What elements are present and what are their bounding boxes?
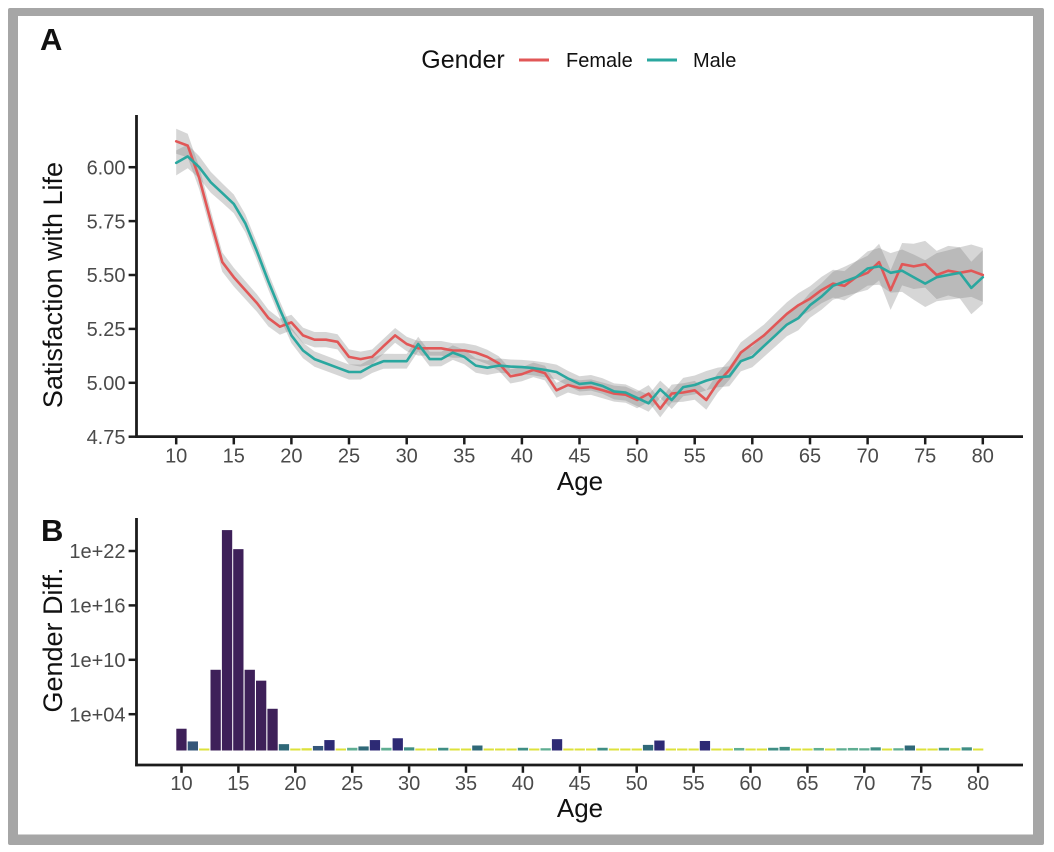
svg-text:5.25: 5.25 xyxy=(87,319,126,341)
svg-text:80: 80 xyxy=(967,773,989,795)
svg-text:75: 75 xyxy=(910,773,932,795)
svg-text:75: 75 xyxy=(914,446,936,468)
svg-text:70: 70 xyxy=(856,446,878,468)
svg-text:20: 20 xyxy=(284,773,306,795)
svg-text:5.00: 5.00 xyxy=(87,373,126,395)
svg-text:B: B xyxy=(41,513,63,548)
svg-text:25: 25 xyxy=(341,773,363,795)
svg-text:Gender: Gender xyxy=(421,46,504,74)
svg-text:1e+16: 1e+16 xyxy=(69,596,125,618)
svg-text:Male: Male xyxy=(693,50,736,72)
svg-text:6.00: 6.00 xyxy=(87,157,126,179)
svg-text:50: 50 xyxy=(626,446,648,468)
svg-text:60: 60 xyxy=(741,446,763,468)
svg-text:Gender Diff.: Gender Diff. xyxy=(38,567,68,712)
svg-text:1e+22: 1e+22 xyxy=(69,541,125,563)
svg-text:80: 80 xyxy=(972,446,994,468)
svg-text:1e+10: 1e+10 xyxy=(69,650,125,672)
svg-text:30: 30 xyxy=(396,446,418,468)
svg-text:35: 35 xyxy=(455,773,477,795)
svg-text:5.50: 5.50 xyxy=(87,265,126,287)
svg-text:A: A xyxy=(40,22,62,57)
svg-text:65: 65 xyxy=(799,446,821,468)
svg-text:20: 20 xyxy=(280,446,302,468)
svg-text:70: 70 xyxy=(853,773,875,795)
svg-text:55: 55 xyxy=(682,773,704,795)
svg-text:25: 25 xyxy=(338,446,360,468)
svg-text:1e+04: 1e+04 xyxy=(69,704,125,726)
svg-text:Age: Age xyxy=(557,793,603,823)
svg-text:35: 35 xyxy=(453,446,475,468)
svg-text:55: 55 xyxy=(684,446,706,468)
svg-text:10: 10 xyxy=(170,773,192,795)
svg-text:Female: Female xyxy=(566,50,633,72)
svg-text:5.75: 5.75 xyxy=(87,211,126,233)
svg-text:10: 10 xyxy=(165,446,187,468)
svg-text:4.75: 4.75 xyxy=(87,427,126,449)
svg-text:15: 15 xyxy=(223,446,245,468)
svg-text:Age: Age xyxy=(557,466,603,496)
svg-text:Satisfaction with Life: Satisfaction with Life xyxy=(38,162,68,408)
svg-text:65: 65 xyxy=(796,773,818,795)
svg-text:15: 15 xyxy=(227,773,249,795)
svg-text:45: 45 xyxy=(568,446,590,468)
svg-text:40: 40 xyxy=(512,773,534,795)
svg-text:45: 45 xyxy=(569,773,591,795)
svg-text:60: 60 xyxy=(739,773,761,795)
svg-text:50: 50 xyxy=(626,773,648,795)
svg-text:40: 40 xyxy=(511,446,533,468)
svg-text:30: 30 xyxy=(398,773,420,795)
